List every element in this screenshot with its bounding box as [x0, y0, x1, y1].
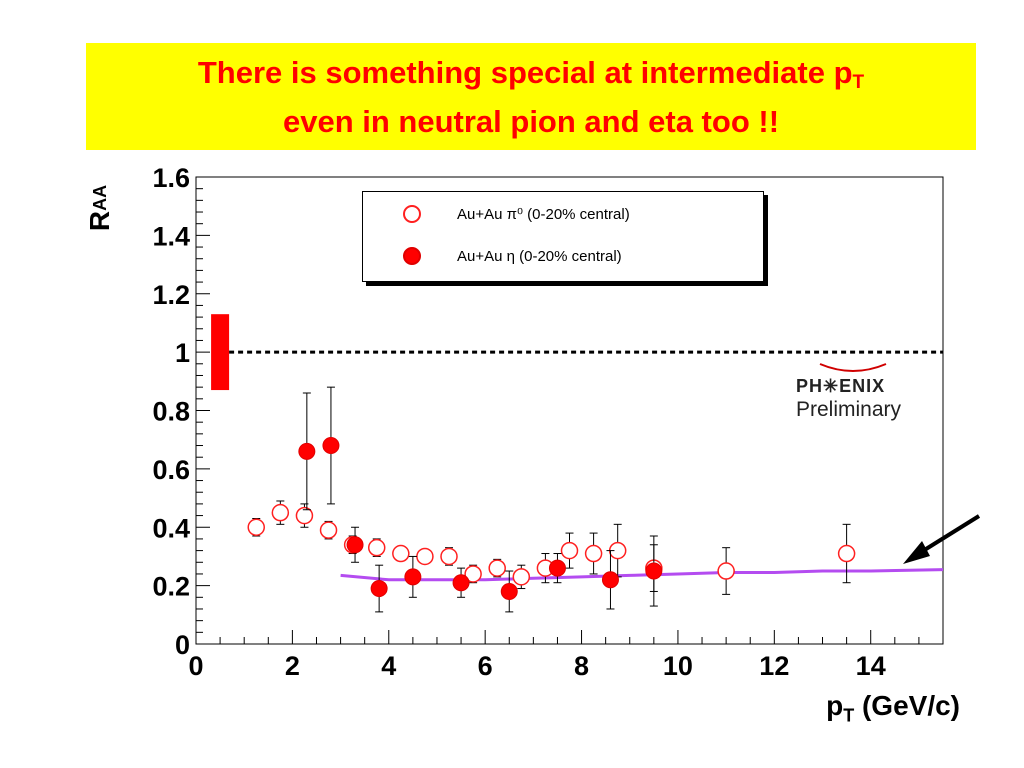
pi0-data-point	[717, 562, 735, 580]
y-tick-label: 0	[175, 630, 190, 660]
legend-item-pi0: Au+Au π⁰ (0-20% central)	[363, 205, 630, 223]
x-axis-label-subscript: T	[843, 705, 855, 726]
x-tick-label: 12	[759, 651, 789, 681]
eta-data-point	[322, 437, 340, 455]
chart-legend: Au+Au π⁰ (0-20% central) Au+Au η (0-20% …	[362, 191, 764, 282]
y-tick-label: 1.2	[152, 280, 190, 310]
legend-item-eta: Au+Au η (0-20% central)	[363, 247, 622, 265]
pi0-data-point	[488, 559, 506, 577]
y-tick-label: 1	[175, 338, 190, 368]
eta-data-point	[548, 559, 566, 577]
title-line-1-subscript: T	[852, 71, 865, 93]
title-line-2: even in neutral pion and eta too !!	[282, 103, 780, 139]
x-tick-label: 10	[663, 651, 693, 681]
pi0-data-point	[584, 544, 603, 563]
eta-data-point	[645, 562, 663, 580]
x-axis-label-unit: (GeV/c)	[854, 690, 960, 721]
eta-data-point	[500, 582, 518, 600]
pi0-data-point	[837, 544, 856, 563]
y-tick-label: 0.4	[152, 513, 190, 543]
eta-data-point	[404, 568, 422, 586]
x-tick-label: 14	[856, 651, 886, 681]
open-circle-icon	[403, 205, 421, 223]
y-tick-label: 1.4	[152, 221, 190, 251]
eta-data-point	[298, 442, 316, 460]
y-tick-label: 1.6	[152, 163, 190, 193]
pi0-data-point	[247, 518, 265, 536]
annotation-arrow-shaft	[916, 514, 981, 556]
title-line-1-text: There is something special at intermedia…	[197, 54, 853, 90]
pi0-data-point	[367, 538, 386, 557]
eta-data-point	[452, 574, 470, 592]
x-axis-label: pT (GeV/c)	[760, 690, 960, 727]
phenix-arc-icon	[819, 363, 887, 372]
eta-data-point	[346, 536, 364, 554]
phenix-watermark: PH✳ENIX Preliminary	[790, 362, 940, 422]
theory-curve	[340, 568, 944, 582]
phenix-preliminary: Preliminary	[796, 398, 902, 421]
legend-label-eta: Au+Au η (0-20% central)	[457, 247, 622, 265]
pi0-data-point	[271, 503, 290, 522]
normalization-box	[211, 314, 230, 391]
pi0-data-point	[319, 521, 338, 539]
x-tick-label: 4	[381, 651, 396, 681]
x-axis-label-main: p	[826, 690, 844, 721]
x-tick-label: 2	[285, 651, 300, 681]
annotation-arrow-head	[903, 541, 930, 564]
y-tick-label: 0.2	[152, 572, 190, 602]
y-axis-label-main: R	[84, 210, 115, 232]
y-tick-label: 0.8	[152, 397, 190, 427]
pi0-data-point	[295, 506, 314, 525]
title-line-1: There is something special at intermedia…	[198, 53, 864, 102]
eta-data-point	[370, 580, 388, 598]
filled-circle-icon	[403, 247, 421, 265]
pi0-data-point	[440, 547, 458, 566]
pi0-data-point	[392, 544, 410, 563]
pi0-data-point	[512, 568, 531, 586]
phenix-logo: PH✳ENIX	[796, 376, 886, 396]
eta-data-point	[601, 571, 619, 589]
pi0-data-point	[560, 541, 579, 560]
x-tick-label: 8	[574, 651, 589, 681]
y-axis-label-subscript: AA	[89, 184, 110, 211]
x-tick-label: 0	[188, 651, 203, 681]
legend-label-pi0: Au+Au π⁰ (0-20% central)	[457, 206, 630, 223]
y-axis-label: R AA	[60, 178, 140, 238]
x-tick-label: 6	[478, 651, 493, 681]
slide-title: There is something special at intermedia…	[86, 43, 976, 150]
pi0-data-point	[464, 565, 482, 583]
pi0-data-point	[416, 547, 434, 566]
y-tick-label: 0.6	[152, 455, 190, 485]
